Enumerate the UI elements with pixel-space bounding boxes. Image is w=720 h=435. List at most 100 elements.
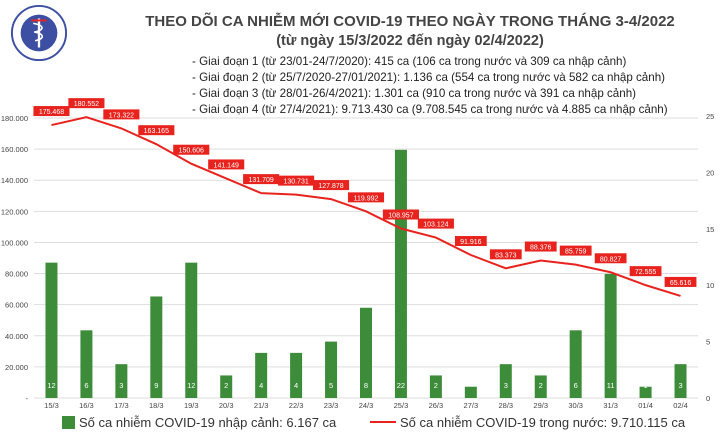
x-axis-tick-label: 02/4 [673,401,688,410]
bar-value-label: 6 [574,381,578,390]
line-value-label: 65.616 [670,280,692,287]
x-axis-tick-label: 25/3 [394,401,409,410]
line-value-label: 180.552 [74,101,99,108]
right-axis-tick-label: 5 [706,338,710,347]
x-axis-tick-label: 22/3 [289,401,304,410]
bar-value-label: 4 [294,381,298,390]
bar-17/3 [115,364,128,398]
line-label-bg [243,174,280,185]
line-label-bg [664,276,697,287]
x-axis-tick-label: 26/3 [429,401,444,410]
legend-bar-swatch [62,416,75,429]
bar-value-label: 12 [47,381,55,390]
line-value-label: 103.124 [423,222,448,229]
line-value-label: 173.322 [109,112,134,119]
line-label-bg [489,249,522,260]
line-value-label: 150.606 [179,148,204,155]
right-axis-tick-label: 0 [706,394,710,403]
line-label-bg [382,209,419,220]
phase-note-4: - Giai đoạn 4 (từ 27/4/2021): 9.713.430 … [192,103,668,116]
bar-value-label: 3 [119,381,123,390]
line-label-bg [594,253,627,264]
left-axis-tick-label: 160.000 [1,145,28,154]
x-axis-tick-label: 18/3 [149,401,164,410]
bar-18/3 [150,296,163,398]
x-axis-tick-label: 15/3 [44,401,59,410]
phase-notes: - Giai đoạn 1 (từ 23/01-24/7/2020): 415 … [192,54,668,118]
right-axis-tick-label: 25 [706,112,714,121]
bar-15/3 [45,262,58,398]
x-axis-tick-label: 21/3 [254,401,269,410]
x-axis-tick-label: 16/3 [79,401,94,410]
line-label-bg [33,106,70,117]
right-axis-tick-label: 15 [706,225,714,234]
bar-value-label: 22 [397,381,405,390]
bar-21/3 [255,352,268,398]
bar-26/3 [429,375,442,398]
bar-value-label: 2 [539,381,543,390]
line-value-label: 141.149 [214,162,239,169]
left-axis-tick-label: 80.000 [5,270,28,279]
line-label-bg [417,218,454,229]
bar-value-label: 8 [364,381,368,390]
line-value-label: 91.916 [460,239,482,246]
line-value-label: 119.992 [354,195,379,202]
line-value-label: 83.373 [495,252,517,259]
bar-27/3 [464,386,477,398]
legend-line-swatch [370,421,396,423]
legend-bar-label: Số ca nhiễm COVID-19 nhập cảnh: 6.167 ca [79,415,337,430]
x-axis-tick-label: 19/3 [184,401,199,410]
line-value-label: 175.468 [39,109,64,116]
bar-22/3 [290,352,303,398]
bar-24/3 [360,307,372,398]
bar-value-label: 3 [678,381,682,390]
bar-value-label: 2 [224,381,228,390]
line-label-bg [138,125,175,136]
left-axis-tick-label: 20.000 [5,363,28,372]
line-label-bg [347,192,385,203]
bar-value-label: 3 [504,381,508,390]
legend-line-entry: Số ca nhiễm COVID-19 trong nước: 9.710.1… [370,415,685,430]
line-label-bg [629,266,662,277]
x-axis-tick-label: 31/3 [603,401,618,410]
bar-value-label: 6 [84,381,88,390]
line-value-label: 131.709 [249,177,274,184]
line-value-label: 108.957 [388,213,413,220]
left-axis-tick-label: 60.000 [5,301,28,310]
bar-value-label: 11 [607,381,615,390]
page-subtitle: (từ ngày 15/3/2022 đến ngày 02/4/2022) [276,33,544,49]
phase-note-1: - Giai đoạn 1 (từ 23/01-24/7/2020): 415 … [192,55,627,68]
bar-19/3 [185,262,198,398]
line-value-label: 85.759 [565,249,587,256]
legend-bar-entry: Số ca nhiễm COVID-19 nhập cảnh: 6.167 ca [62,415,336,430]
line-label-bg [313,180,350,191]
x-axis-tick-label: 17/3 [114,401,129,410]
line-value-label: 72.555 [635,269,657,276]
bar-02/4 [674,364,687,398]
line-label-bg [103,109,140,120]
x-axis-tick-label: 30/3 [568,401,583,410]
left-axis-tick-label: 120.000 [1,207,28,216]
line-label-bg [454,236,487,247]
left-axis-tick-label: 140.000 [1,176,28,185]
line-label-bg [68,98,105,109]
ministry-logo [10,4,68,62]
phase-note-2: - Giai đoạn 2 (từ 25/7/2020-27/01/2021):… [192,71,666,84]
left-axis-tick-label: - [26,394,29,403]
legend-line-label: Số ca nhiễm COVID-19 trong nước: 9.710.1… [400,415,686,430]
bar-16/3 [80,330,93,398]
bar-25/3 [394,149,407,398]
line-label-bg [208,159,245,170]
page-title: THEO DÕI CA NHIỄM MỚI COVID-19 THEO NGÀY… [145,13,675,30]
bar-28/3 [499,364,512,398]
line-label-bg [278,175,315,186]
line-label-bg [559,245,592,256]
bar-value-label: 9 [154,381,158,390]
left-axis-tick-label: 180.000 [1,114,28,123]
bar-value-label: 12 [187,381,195,390]
x-axis-tick-label: 29/3 [533,401,548,410]
line-value-label: 130.731 [283,179,308,186]
bar-value-label: - [470,381,473,390]
line-value-label: 163.165 [144,128,169,135]
